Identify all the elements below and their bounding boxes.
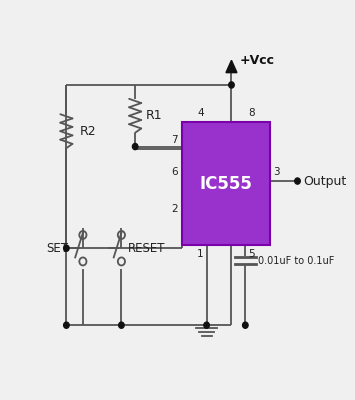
Text: +Vcc: +Vcc (239, 54, 274, 67)
Text: 7: 7 (171, 135, 178, 145)
Text: RESET: RESET (127, 242, 165, 255)
Circle shape (204, 322, 209, 328)
Text: R1: R1 (146, 109, 163, 122)
FancyBboxPatch shape (182, 122, 270, 245)
Text: 8: 8 (248, 108, 255, 118)
Circle shape (295, 178, 300, 184)
Text: 5: 5 (248, 249, 255, 259)
Text: 4: 4 (197, 108, 204, 118)
Circle shape (119, 322, 124, 328)
Text: Output: Output (304, 174, 347, 188)
Circle shape (64, 322, 69, 328)
Text: 0.01uF to 0.1uF: 0.01uF to 0.1uF (258, 256, 334, 266)
Text: 3: 3 (273, 167, 279, 177)
Circle shape (64, 245, 69, 251)
Circle shape (229, 82, 234, 88)
Text: 6: 6 (171, 167, 178, 177)
Text: R2: R2 (80, 125, 97, 138)
Text: SET: SET (46, 242, 68, 255)
Circle shape (132, 144, 138, 150)
Polygon shape (226, 60, 237, 73)
Text: IC555: IC555 (200, 174, 252, 192)
Text: 2: 2 (171, 204, 178, 214)
Text: 1: 1 (197, 249, 204, 259)
Circle shape (242, 322, 248, 328)
